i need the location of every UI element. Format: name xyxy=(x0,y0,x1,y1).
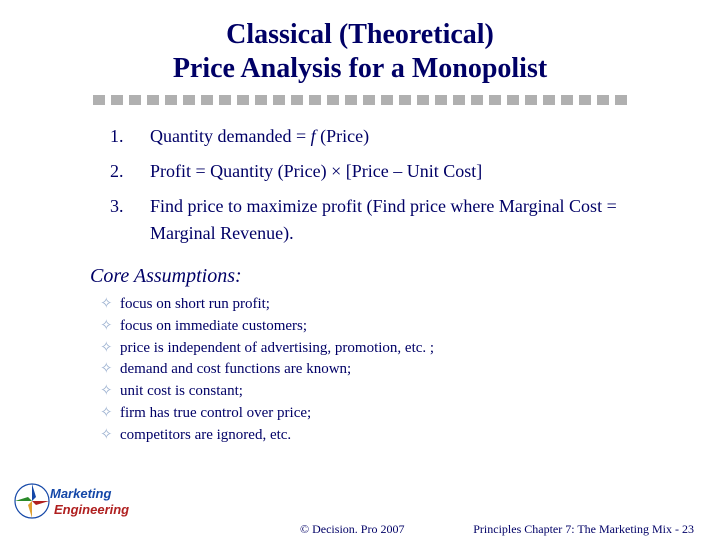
numbered-text: Quantity demanded = f (Price) xyxy=(150,123,630,150)
numbered-text: Profit = Quantity (Price) × [Price – Uni… xyxy=(150,158,630,185)
logo-word-2: Engineering xyxy=(54,502,129,517)
diamond-bullet-icon: ✧ xyxy=(100,403,120,425)
numbered-item: 2.Profit = Quantity (Price) × [Price – U… xyxy=(110,158,630,185)
numbered-list: 1.Quantity demanded = f (Price)2.Profit … xyxy=(110,123,630,247)
assumption-item: ✧competitors are ignored, etc. xyxy=(100,425,720,447)
assumptions-list: ✧focus on short run profit;✧focus on imm… xyxy=(100,294,720,446)
assumption-item: ✧focus on immediate customers; xyxy=(100,316,720,338)
logo-word-1: Marketing xyxy=(50,486,111,501)
assumption-text: demand and cost functions are known; xyxy=(120,359,351,381)
assumption-item: ✧demand and cost functions are known; xyxy=(100,359,720,381)
title-line-2: Price Analysis for a Monopolist xyxy=(0,52,720,86)
assumption-item: ✧focus on short run profit; xyxy=(100,294,720,316)
assumption-text: focus on short run profit; xyxy=(120,294,270,316)
diamond-bullet-icon: ✧ xyxy=(100,381,120,403)
diamond-bullet-icon: ✧ xyxy=(100,316,120,338)
assumption-text: competitors are ignored, etc. xyxy=(120,425,291,447)
numbered-index: 3. xyxy=(110,193,150,247)
marketing-engineering-logo: Marketing Engineering xyxy=(10,476,130,526)
assumption-item: ✧unit cost is constant; xyxy=(100,381,720,403)
copyright-text: © Decision. Pro 2007 xyxy=(300,522,404,537)
divider-dashes xyxy=(60,95,660,105)
assumptions-heading: Core Assumptions: xyxy=(90,265,720,288)
numbered-index: 2. xyxy=(110,158,150,185)
diamond-bullet-icon: ✧ xyxy=(100,338,120,360)
title-line-1: Classical (Theoretical) xyxy=(0,18,720,52)
diamond-bullet-icon: ✧ xyxy=(100,425,120,447)
assumption-item: ✧firm has true control over price; xyxy=(100,403,720,425)
slide-title: Classical (Theoretical) Price Analysis f… xyxy=(0,0,720,85)
assumption-item: ✧price is independent of advertising, pr… xyxy=(100,338,720,360)
page-reference: Principles Chapter 7: The Marketing Mix … xyxy=(473,522,694,537)
diamond-bullet-icon: ✧ xyxy=(100,359,120,381)
numbered-text: Find price to maximize profit (Find pric… xyxy=(150,193,630,247)
diamond-bullet-icon: ✧ xyxy=(100,294,120,316)
assumption-text: firm has true control over price; xyxy=(120,403,311,425)
compass-icon xyxy=(15,484,49,518)
assumption-text: price is independent of advertising, pro… xyxy=(120,338,434,360)
numbered-item: 1.Quantity demanded = f (Price) xyxy=(110,123,630,150)
numbered-index: 1. xyxy=(110,123,150,150)
numbered-item: 3.Find price to maximize profit (Find pr… xyxy=(110,193,630,247)
assumption-text: unit cost is constant; xyxy=(120,381,243,403)
assumption-text: focus on immediate customers; xyxy=(120,316,307,338)
